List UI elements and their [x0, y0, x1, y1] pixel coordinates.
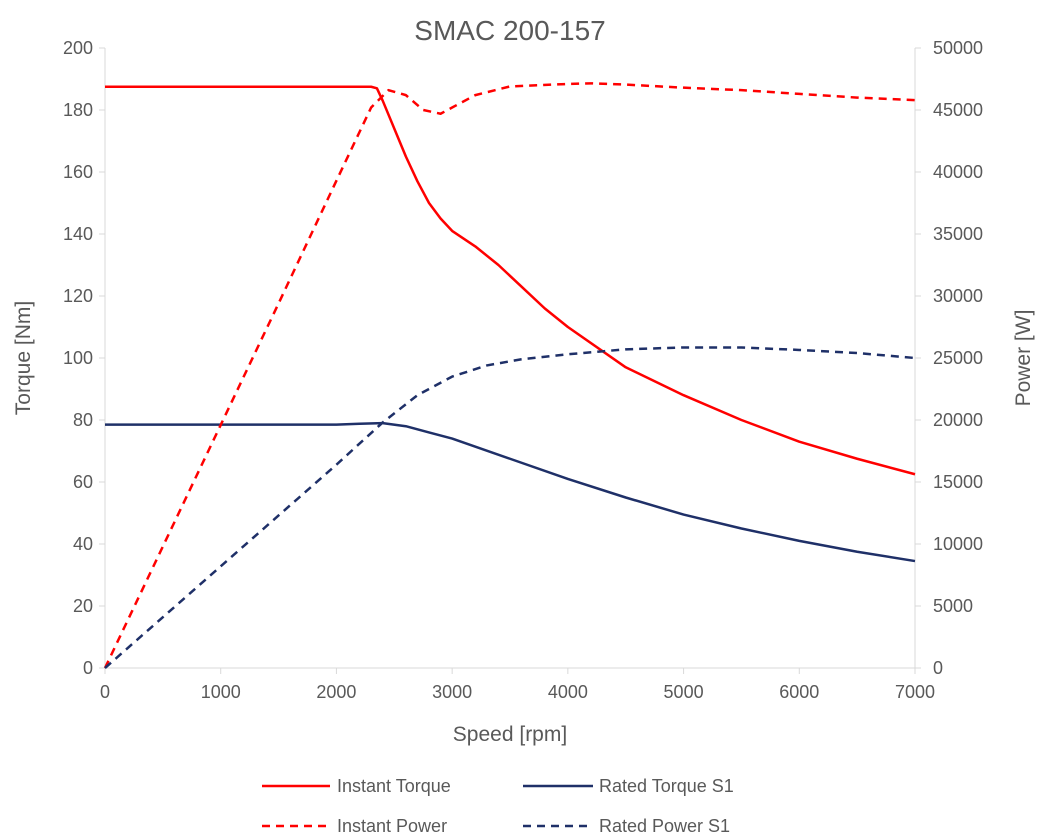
legend-item-rated-torque-s1[interactable]: Rated Torque S1 — [523, 776, 734, 796]
x-tick-label: 2000 — [316, 682, 356, 702]
x-axis-title: Speed [rpm] — [453, 723, 567, 746]
x-tick-label: 5000 — [664, 682, 704, 702]
x-tick-label: 1000 — [201, 682, 241, 702]
y2-tick-label: 25000 — [933, 348, 983, 368]
y-tick-label: 160 — [63, 162, 93, 182]
y-tick-label: 120 — [63, 286, 93, 306]
y-tick-label: 100 — [63, 348, 93, 368]
y2-tick-label: 0 — [933, 658, 943, 678]
y-tick-label: 40 — [73, 534, 93, 554]
legend-label-instant-power: Instant Power — [337, 816, 447, 836]
legend-item-rated-power-s1[interactable]: Rated Power S1 — [523, 816, 730, 836]
y2-tick-label: 10000 — [933, 534, 983, 554]
y2-tick-label: 15000 — [933, 472, 983, 492]
y-tick-label: 200 — [63, 38, 93, 58]
legend-label-rated-torque-s1: Rated Torque S1 — [599, 776, 734, 796]
series-group — [103, 82, 916, 669]
x-tick-label: 7000 — [895, 682, 935, 702]
y-tick-label: 180 — [63, 100, 93, 120]
y2-tick-label: 45000 — [933, 100, 983, 120]
plot-area: 0 1000 2000 3000 4000 5000 6000 7000 0204060801… — [63, 38, 983, 702]
y2-tick-label: 20000 — [933, 410, 983, 430]
x-ticks: 0 1000 2000 3000 4000 5000 6000 7000 — [100, 668, 935, 702]
y-tick-label: 60 — [73, 472, 93, 492]
x-tick-label: 3000 — [432, 682, 472, 702]
legend-item-instant-power[interactable]: Instant Power — [262, 816, 447, 836]
y2-tick-label: 35000 — [933, 224, 983, 244]
series-line-instant-torque — [105, 85, 916, 476]
y2-tick-label: 50000 — [933, 38, 983, 58]
x-tick-label: 4000 — [548, 682, 588, 702]
y2-axis-title: Power [W] — [1012, 310, 1035, 407]
legend-label-rated-power-s1: Rated Power S1 — [599, 816, 730, 836]
y-ticks-right: 0 5000 10000 15000 20000 25000 30000 35000 40000… — [915, 38, 983, 678]
y-tick-label: 20 — [73, 596, 93, 616]
legend-label-instant-torque: Instant Torque — [337, 776, 451, 796]
legend-item-instant-torque[interactable]: Instant Torque — [262, 776, 451, 796]
y-ticks-left: 0 20 40 60 80 100 120 140 160 180 200 — [63, 38, 105, 678]
series-line-instant-power — [103, 82, 916, 669]
y2-tick-label: 5000 — [933, 596, 973, 616]
y2-tick-label: 40000 — [933, 162, 983, 182]
y2-tick-label: 30000 — [933, 286, 983, 306]
legend: Instant Torque Rated Torque S1 Instant P… — [262, 776, 734, 836]
y-tick-label: 140 — [63, 224, 93, 244]
y-tick-label: 80 — [73, 410, 93, 430]
y-axis-title: Torque [Nm] — [12, 301, 35, 415]
series-line-rated-power-s1 — [104, 346, 916, 669]
series-line-rated-torque-s1 — [105, 421, 916, 563]
x-tick-label: 6000 — [779, 682, 819, 702]
y-tick-label: 0 — [83, 658, 93, 678]
x-tick-label: 0 — [100, 682, 110, 702]
chart-title: SMAC 200-157 — [414, 15, 605, 46]
